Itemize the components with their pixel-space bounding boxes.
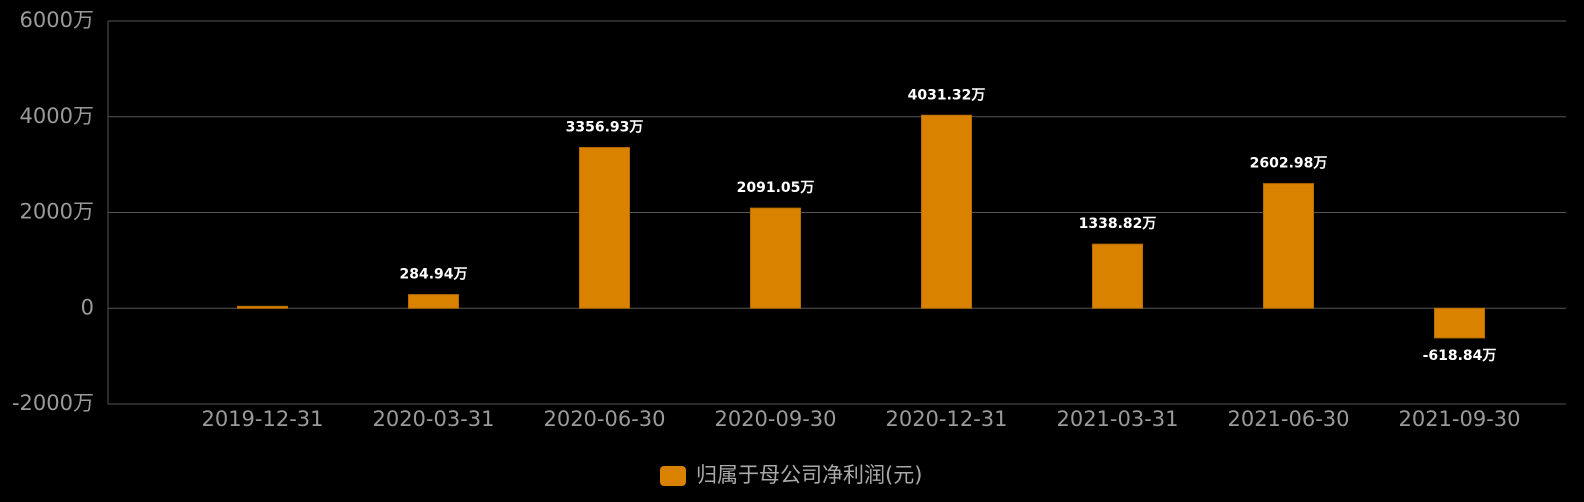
value-label: 284.94万	[399, 267, 467, 283]
legend-swatch	[660, 466, 686, 486]
value-label: 2091.05万	[737, 180, 815, 196]
x-tick-label: 2020-09-30	[714, 407, 836, 431]
x-tick-label: 2021-03-31	[1056, 407, 1178, 431]
x-tick-label: 2021-09-30	[1398, 407, 1520, 431]
bar	[750, 207, 801, 309]
y-tick-label: 2000万	[20, 200, 94, 224]
bar	[921, 114, 972, 309]
y-tick-label: 0	[81, 295, 94, 319]
bar	[1434, 307, 1485, 339]
x-tick-label: 2021-06-30	[1227, 407, 1349, 431]
bar	[1263, 183, 1314, 309]
x-tick-label: 2020-12-31	[885, 407, 1007, 431]
x-tick-label: 2020-03-31	[372, 407, 494, 431]
y-tick-label: 6000万	[20, 8, 94, 32]
bar	[237, 305, 288, 309]
x-tick-label: 2020-06-30	[543, 407, 665, 431]
bar	[408, 294, 459, 309]
x-tick-label: 2019-12-31	[201, 407, 323, 431]
value-label: 4031.32万	[908, 87, 986, 103]
value-label: 2602.98万	[1250, 156, 1328, 172]
value-label: 3356.93万	[566, 120, 644, 136]
legend-label: 归属于母公司净利润(元)	[696, 463, 922, 487]
value-label: -618.84万	[1423, 348, 1497, 364]
bar	[579, 147, 630, 309]
y-tick-label: 4000万	[20, 104, 94, 128]
value-label: 1338.82万	[1079, 216, 1157, 232]
y-tick-label: -2000万	[12, 391, 94, 415]
bar	[1092, 243, 1143, 309]
